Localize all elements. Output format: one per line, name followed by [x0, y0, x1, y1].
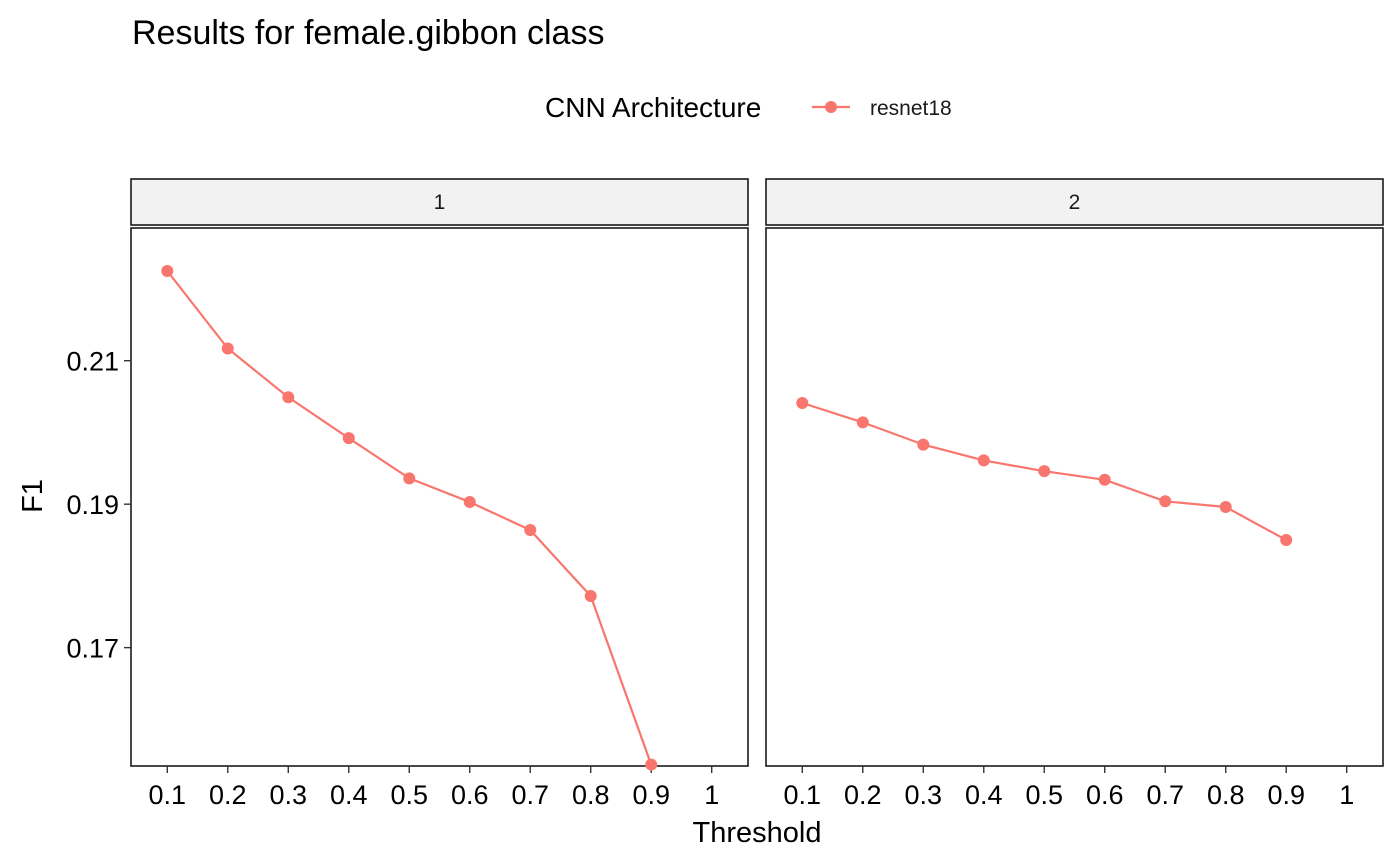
data-point: [403, 472, 416, 485]
panel-border: [130, 227, 749, 767]
x-tick-label: 0.7: [511, 780, 549, 810]
data-point: [1038, 465, 1051, 478]
facet-strip-label: 2: [1069, 191, 1081, 214]
data-point: [584, 589, 597, 602]
x-tick-label: 1: [704, 780, 719, 810]
facet-strip: [130, 178, 749, 226]
data-point: [1159, 495, 1172, 508]
data-point: [1098, 473, 1111, 486]
data-point: [221, 342, 234, 355]
series-line-resnet18: [166, 270, 653, 765]
legend-key-point: [825, 101, 837, 113]
y-tick-label: 0.21: [66, 347, 119, 377]
x-tick-label: 0.4: [330, 780, 368, 810]
data-point: [856, 416, 869, 429]
data-point: [796, 397, 809, 410]
x-axis-title: Threshold: [693, 817, 822, 849]
x-tick-label: 0.8: [572, 780, 610, 810]
x-tick-label: 0.3: [905, 780, 943, 810]
legend-title: CNN Architecture: [545, 92, 761, 123]
legend-label: resnet18: [870, 97, 952, 120]
data-point: [977, 454, 990, 467]
x-tick-label: 0.7: [1146, 780, 1184, 810]
facet-strip-label: 1: [434, 191, 446, 214]
data-point: [342, 432, 355, 445]
x-tick-label: 0.1: [784, 780, 822, 810]
x-tick-label: 0.5: [1025, 780, 1063, 810]
data-point: [463, 496, 476, 509]
x-tick-label: 0.2: [844, 780, 882, 810]
x-tick-label: 0.5: [390, 780, 428, 810]
data-point: [1280, 534, 1293, 547]
x-tick-label: 0.1: [149, 780, 187, 810]
facet-panel-1: 1 0.1 0.2 0.3 0.4 0.5 0.6 0.7 0.8 0.9 1 0.17 0.19 0.2…: [66, 178, 749, 810]
x-tick-label: 0.3: [270, 780, 308, 810]
x-tick-label: 0.9: [1267, 780, 1305, 810]
x-tick-label: 0.6: [451, 780, 489, 810]
x-tick-label: 1: [1339, 780, 1354, 810]
y-tick-label: 0.19: [66, 490, 119, 520]
y-axis-title: F1: [17, 479, 49, 513]
data-point: [1219, 501, 1232, 514]
y-tick-label: 0.17: [66, 634, 119, 664]
panel-border: [765, 227, 1384, 767]
panels: 1 0.1 0.2 0.3 0.4 0.5 0.6 0.7 0.8 0.9 1 0.17 0.19 0.2…: [66, 178, 1384, 810]
x-tick-label: 0.2: [209, 780, 247, 810]
data-point: [161, 265, 174, 278]
facet-panel-2: 2 0.1 0.2 0.3 0.4 0.5 0.6 0.7 0.8 0.9 1: [765, 178, 1384, 810]
facet-strip: [765, 178, 1384, 226]
x-tick-label: 0.9: [632, 780, 670, 810]
chart-title: Results for female.gibbon class: [132, 14, 604, 52]
data-point: [917, 438, 930, 451]
data-point: [524, 523, 537, 536]
data-point: [282, 391, 295, 404]
legend: CNN Architecture resnet18: [545, 92, 952, 123]
x-tick-label: 0.4: [965, 780, 1003, 810]
x-tick-label: 0.6: [1086, 780, 1124, 810]
x-tick-label: 0.8: [1207, 780, 1245, 810]
data-point: [645, 758, 658, 771]
